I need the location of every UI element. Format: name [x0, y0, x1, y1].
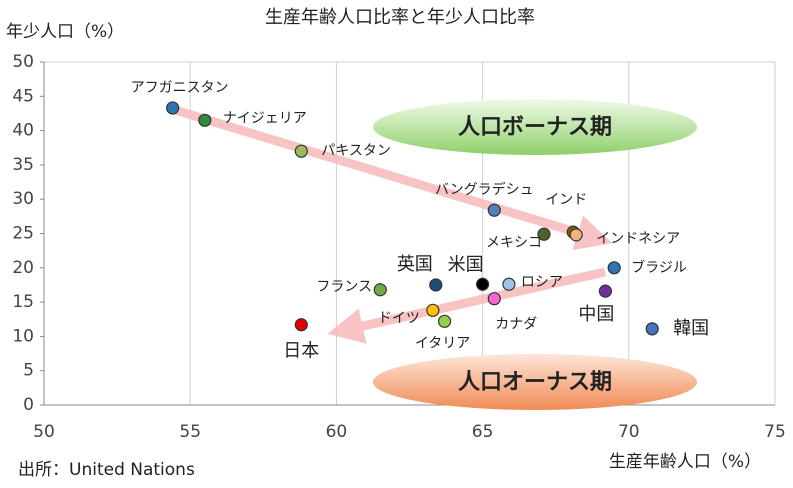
point-label: ナイジェリア [223, 110, 307, 126]
point [569, 228, 583, 242]
source-note: 出所：United Nations [18, 460, 195, 480]
point [645, 322, 659, 336]
point [294, 144, 308, 158]
point-label: アフガニスタン [131, 80, 229, 96]
x-axis-label: 生産年齢人口（%） [609, 452, 761, 472]
point-label: カナダ [495, 317, 537, 333]
point [166, 101, 180, 115]
x-tick-label: 75 [764, 422, 786, 442]
annotation: 人口オーナス期 [458, 370, 612, 395]
chart-title: 生産年齢人口比率と年少人口比率 [265, 7, 535, 28]
point-label: 米国 [448, 254, 484, 275]
x-tick-label: 55 [179, 422, 201, 442]
x-tick-label: 70 [618, 422, 640, 442]
x-tick-label: 60 [326, 422, 348, 442]
point [373, 283, 387, 297]
arrow [173, 105, 613, 250]
point-label: メキシコ [486, 235, 542, 251]
y-tick-label: 20 [12, 258, 34, 278]
point-label: 韓国 [673, 318, 709, 339]
point-label: イタリア [415, 335, 470, 351]
point [437, 314, 452, 328]
point [487, 203, 501, 217]
point [429, 278, 443, 292]
annotation: 人口ボーナス期 [458, 115, 612, 140]
point [607, 261, 621, 275]
point-label: 日本 [283, 341, 319, 362]
point [502, 277, 516, 291]
point-label: インド [545, 192, 587, 208]
onus-oval [373, 354, 697, 410]
y-tick-label: 5 [23, 361, 34, 381]
y-axis-label: 年少人口（%） [6, 22, 124, 42]
y-tick-label: 35 [12, 155, 34, 175]
point-label: 中国 [578, 304, 614, 325]
x-tick-label: 65 [472, 422, 494, 442]
x-tick-label: 50 [33, 422, 55, 442]
y-tick-label: 0 [23, 395, 34, 415]
arrow [327, 267, 606, 344]
point-label: ドイツ [378, 310, 420, 326]
point-label: パキスタン [321, 143, 391, 159]
y-tick-label: 10 [12, 326, 34, 346]
point [537, 227, 551, 241]
point [476, 277, 490, 291]
point [294, 318, 308, 332]
y-tick-label: 15 [12, 292, 34, 312]
point-label: インドネシア [596, 231, 680, 247]
point-label: バングラデシュ [435, 181, 534, 198]
point-label: ロシア [521, 274, 563, 290]
point-label: ブラジル [631, 259, 687, 276]
point [598, 284, 613, 298]
bonus-oval [373, 99, 697, 155]
y-tick-label: 40 [12, 121, 34, 141]
y-tick-label: 30 [12, 189, 34, 209]
y-tick-label: 25 [12, 224, 34, 244]
y-tick-label: 50 [12, 52, 34, 72]
point [198, 113, 212, 127]
y-tick-label: 45 [12, 86, 34, 106]
point-label: 英国 [397, 254, 433, 275]
point-label: フランス [316, 279, 372, 295]
point [426, 303, 440, 317]
point [487, 292, 501, 306]
